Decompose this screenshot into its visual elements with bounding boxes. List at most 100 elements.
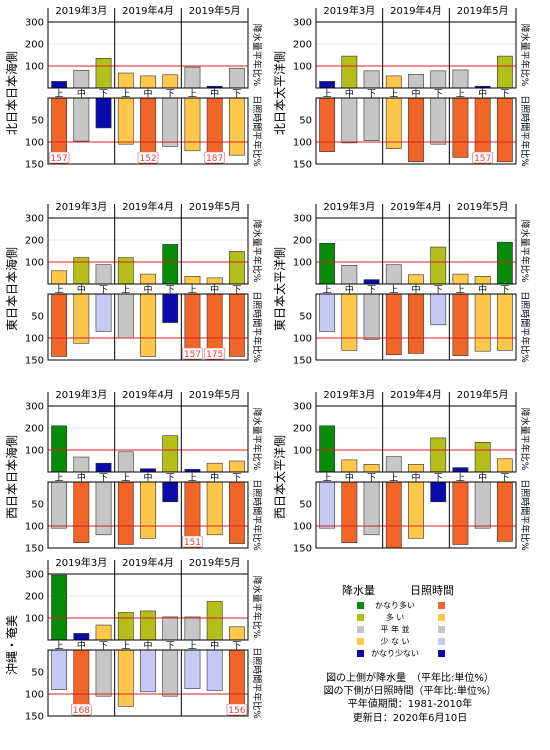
panel7-dekad-label-bg: [230, 640, 243, 650]
panel6-sun-bar: [496, 481, 513, 542]
panel6-month-label: 2019年4月: [390, 388, 442, 401]
panel1-dekad-label-bg: [142, 88, 154, 98]
panel4-region-title: 東日本太平洋側: [272, 247, 287, 331]
panel4-rain-bar: [430, 246, 447, 285]
panel3-rain-bar: [184, 275, 201, 285]
panel5-rain-bar: [51, 425, 68, 473]
panel7-rain-bar: [73, 633, 90, 641]
panel1-rain-tick-label: 300: [25, 18, 44, 29]
panel2-rain-bar: [363, 70, 380, 89]
panel6-dekad-label-bg: [432, 472, 445, 482]
panel3-dekad-label-bg: [119, 284, 132, 294]
panel1-dekad-label: 下: [232, 90, 241, 100]
panel6-sun-bar: [385, 481, 402, 549]
panel2-sun-axis-label: 日照時間平年比%: [519, 95, 531, 167]
panel7-rain-bar: [184, 616, 201, 641]
panel4-dekad-label: 下: [434, 286, 443, 296]
panel1-sun-frame: [47, 97, 249, 165]
panel6-dekad-label: 上: [456, 473, 465, 484]
panel3-rain-bar: [95, 264, 112, 285]
panel2-dekad-label-bg: [387, 88, 400, 98]
panel1-sun-bar: [184, 97, 201, 152]
panel2-sun-bar: [496, 97, 513, 163]
panel2-dekad-label: 上: [389, 89, 398, 100]
panel5-rain-bar: [206, 462, 223, 473]
note-upper: 図の上側が降水量 （平年比:単位%）: [326, 673, 494, 684]
panel5-sun-tick-label: 50: [31, 500, 44, 511]
panel4-rain-axis-label: 降水量平年比%: [519, 220, 531, 283]
panel6-dekad-label: 下: [367, 474, 376, 484]
panel2-sun-bar: [452, 97, 469, 158]
panel3-rain-bar: [206, 277, 223, 285]
panel1-sun-tick-label: 150: [25, 160, 44, 171]
panel3-dekad-label: 下: [166, 286, 175, 296]
legend-rain-swatch: [357, 650, 364, 657]
panel1-dekad-label-bg: [119, 88, 132, 98]
panel3-dekad-label-bg: [75, 284, 88, 294]
panel1-sun-tick-label: 50: [31, 116, 44, 127]
panel7-region-title: 沖縄・奄美: [4, 615, 19, 675]
panel2-sun-bar: [341, 97, 358, 144]
panel4-dekad-label: 下: [500, 286, 509, 296]
panel6-dekad-label-bg: [454, 472, 467, 482]
panel4-dekad-label-bg: [454, 284, 467, 294]
panel1-rain-tick-label: 200: [25, 40, 44, 51]
panel4-dekad-label: 中: [411, 284, 420, 296]
panel3-rain-tick-label: 300: [25, 214, 44, 225]
legend-rain-swatch: [357, 614, 364, 621]
panel2-dekad-label: 中: [345, 88, 354, 100]
legend-sun-swatch: [438, 650, 445, 657]
panel1-dekad-label: 中: [143, 88, 152, 100]
panel6-sun-bar: [341, 481, 358, 544]
panel2-rain-frame: [315, 21, 517, 89]
panel2-rain-bar: [452, 69, 469, 89]
panel1-rain-axis-label: 降水量平年比%: [251, 24, 263, 87]
panel2-sun-tick-label: 50: [299, 116, 312, 127]
panel5-rain-bar: [95, 462, 112, 473]
note-updated: 更新日：2020年6月10日: [352, 712, 468, 724]
panel5-dekad-label-bg: [186, 472, 199, 482]
panel3-sun-bar: [51, 293, 68, 357]
panel4-rain-bar: [341, 264, 358, 285]
panel4-dekad-label: 上: [456, 285, 465, 296]
panel3-dekad-label-bg: [164, 284, 177, 294]
panel2-dekad-label-bg: [410, 88, 422, 98]
legend-label: 多 い: [385, 613, 405, 622]
panel5-rain-bar: [73, 456, 90, 473]
panel1-rain-bar: [140, 75, 156, 89]
panel3-rain-bar: [140, 273, 156, 285]
panel6-dekad-label: 上: [323, 473, 332, 484]
panel6-rain-bar: [341, 459, 358, 473]
panel1-rain-bar: [95, 57, 112, 89]
panel4-sun-bar: [341, 293, 358, 351]
panel4-dekad-label-bg: [321, 284, 334, 294]
panel7-rain-bar: [140, 610, 156, 641]
panel3-dekad-label-bg: [53, 284, 66, 294]
panel7-dekad-label: 中: [143, 640, 152, 652]
panel5-dekad-label-bg: [142, 472, 154, 482]
panel1-dekad-label: 上: [121, 89, 130, 100]
panel3-overflow-label: 157: [184, 350, 201, 360]
panel5-sun-bar: [51, 481, 68, 529]
panel1-rain-bar: [184, 66, 201, 89]
panel3-month-label: 2019年3月: [55, 200, 107, 213]
panel4-dekad-label-bg: [410, 284, 422, 294]
panel7-sun-tick-label: 100: [25, 690, 44, 701]
panel6-dekad-label-bg: [365, 472, 378, 482]
panel4-sun-bar: [363, 293, 380, 340]
panel7-dekad-label: 下: [166, 642, 175, 652]
note-period: 平年値期間：1981-2010年: [347, 699, 473, 711]
panel7-sun-bar: [206, 649, 223, 691]
panel3-month-label: 2019年4月: [122, 200, 174, 213]
panel1-sun-bar: [95, 97, 112, 129]
panel4-rain-bar: [452, 273, 469, 285]
panel7-rain-tick-label: 100: [25, 614, 44, 625]
legend-sun-swatch: [438, 614, 445, 621]
panel4-rain-bar: [363, 279, 380, 285]
panel7-rain-tick-label: 200: [25, 592, 44, 603]
panel7-overflow-label: 168: [73, 706, 90, 716]
panel2-rain-bar: [385, 75, 402, 89]
panel3-dekad-label: 中: [143, 284, 152, 296]
panel1-dekad-label: 上: [188, 89, 197, 100]
legend-row: かなり少ない: [330, 648, 550, 660]
